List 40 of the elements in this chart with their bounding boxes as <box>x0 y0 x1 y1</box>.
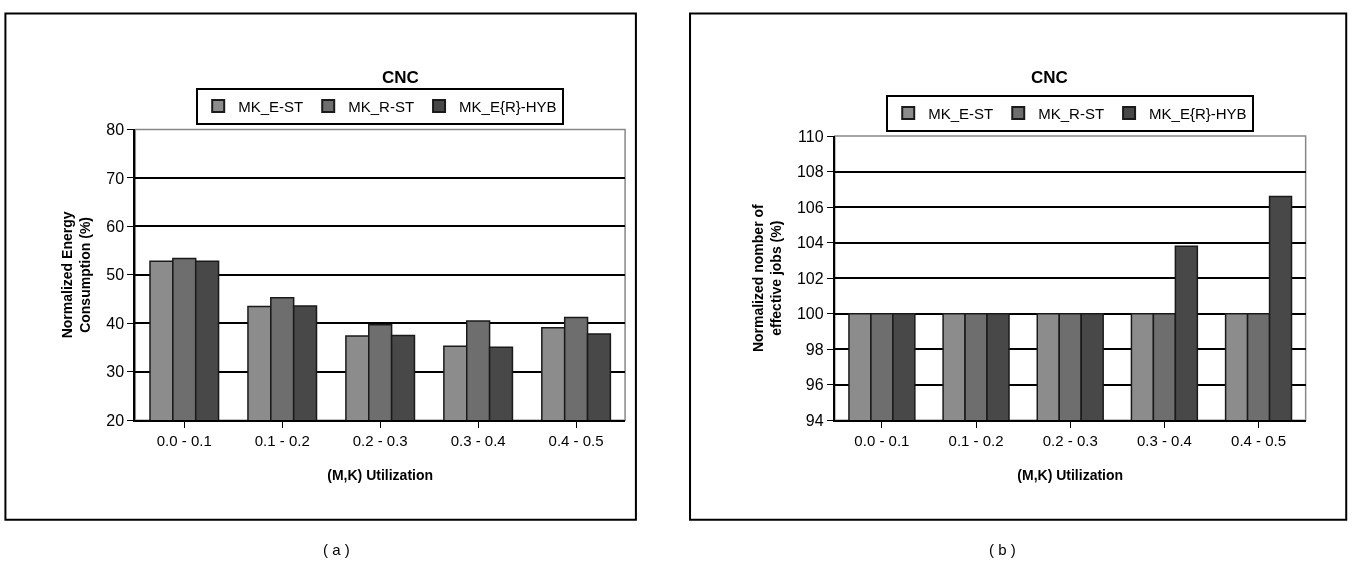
legend-label: MK_E{R}-HYB <box>459 97 557 115</box>
y-axis-title: Normalized Energy Consumption (%) <box>59 211 94 339</box>
legend-label: MK_E-ST <box>928 104 994 122</box>
text: ( b ) <box>989 541 1016 558</box>
legend-label: MK_E-ST <box>238 97 304 115</box>
x-axis-title: (M,K) Utilization <box>327 467 434 484</box>
chart-title: CNC <box>382 68 419 87</box>
y-tick-label: 80 <box>106 121 125 139</box>
y-tick-label: 106 <box>796 198 824 216</box>
x-tick-label: 0.0 - 0.1 <box>156 432 212 450</box>
legend-label: MK_R-ST <box>348 97 415 115</box>
y-tick-label: 40 <box>106 314 125 332</box>
legend-label: MK_R-ST <box>1038 104 1105 122</box>
x-tick-label: 0.3 - 0.4 <box>450 432 506 450</box>
y-tick-label: 108 <box>796 163 824 181</box>
y-tick-label: 98 <box>805 340 824 358</box>
y-tick-label: 96 <box>805 376 824 394</box>
y-axis-title: Normalized nomber of effective jobs (%) <box>749 203 784 353</box>
y-tick-label: 104 <box>796 234 824 252</box>
x-tick-label: 0.3 - 0.4 <box>1136 432 1192 450</box>
x-tick-label: 0.4 - 0.5 <box>1231 432 1287 450</box>
chart-title: CNC <box>1031 68 1068 87</box>
y-tick-label: 110 <box>798 127 824 145</box>
y-tick-label: 20 <box>106 411 125 429</box>
y-tick-label: 100 <box>796 305 824 323</box>
text: ( a ) <box>323 541 350 558</box>
x-tick-label: 0.2 - 0.3 <box>352 432 408 450</box>
x-axis-title: (M,K) Utilization <box>1017 467 1124 484</box>
x-tick-label: 0.0 - 0.1 <box>854 432 910 450</box>
x-tick-label: 0.1 - 0.2 <box>254 432 310 450</box>
y-tick-label: 30 <box>106 363 125 381</box>
y-tick-label: 70 <box>106 169 125 187</box>
x-tick-label: 0.4 - 0.5 <box>548 432 604 450</box>
x-tick-label: 0.2 - 0.3 <box>1042 432 1098 450</box>
y-tick-label: 60 <box>106 218 125 236</box>
legend-label: MK_E{R}-HYB <box>1149 104 1247 122</box>
y-tick-label: 94 <box>805 411 824 429</box>
x-tick-label: 0.1 - 0.2 <box>948 432 1004 450</box>
y-tick-label: 50 <box>106 266 125 284</box>
y-tick-label: 102 <box>796 269 824 287</box>
